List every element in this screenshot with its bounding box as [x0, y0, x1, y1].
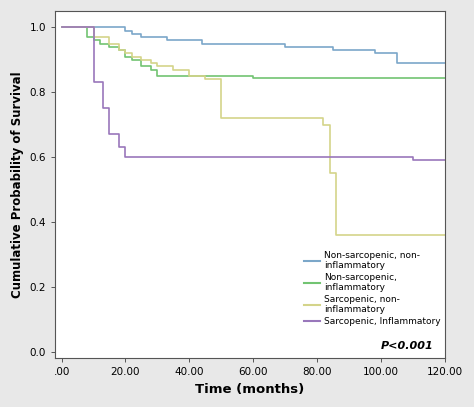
Legend: Non-sarcopenic, non-
inflammatory, Non-sarcopenic,
inflammatory, Sarcopenic, non: Non-sarcopenic, non- inflammatory, Non-s…	[304, 251, 440, 326]
Y-axis label: Cumulative Probability of Survival: Cumulative Probability of Survival	[11, 71, 24, 298]
Text: P<0.001: P<0.001	[381, 341, 433, 351]
X-axis label: Time (months): Time (months)	[195, 383, 305, 396]
